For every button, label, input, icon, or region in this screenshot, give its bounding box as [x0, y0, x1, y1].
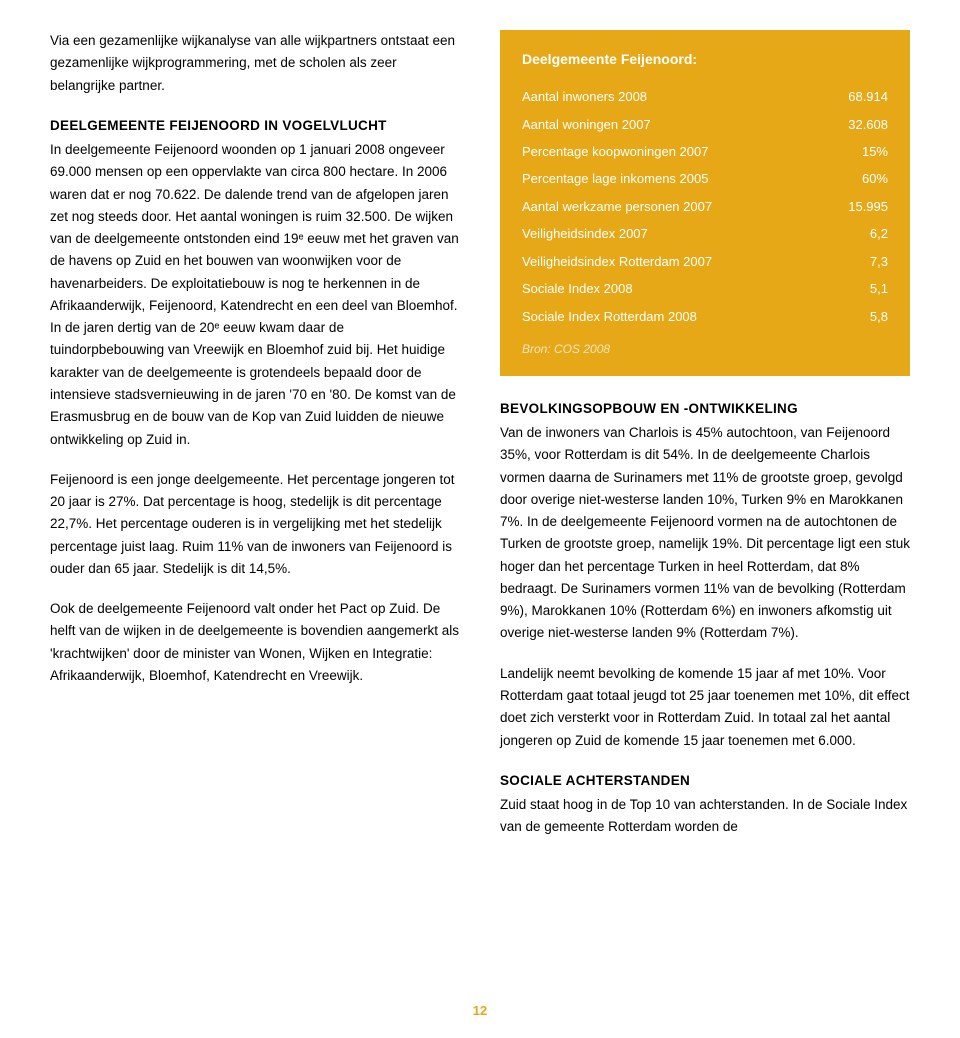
body-paragraph: Van de inwoners van Charlois is 45% auto…: [500, 422, 910, 645]
info-row-label: Aantal werkzame personen 2007: [522, 196, 828, 217]
info-row-value: 15.995: [828, 196, 888, 217]
info-row-value: 32.608: [828, 114, 888, 135]
body-paragraph: Zuid staat hoog in de Top 10 van achters…: [500, 794, 910, 839]
section-heading-bevolking: BEVOLKINGSOPBOUW EN -ONTWIKKELING: [500, 398, 910, 420]
info-box-rows: Aantal inwoners 200868.914Aantal woninge…: [522, 83, 888, 330]
info-row-value: 7,3: [828, 251, 888, 272]
info-row-value: 68.914: [828, 86, 888, 107]
info-row-label: Veiligheidsindex 2007: [522, 223, 828, 244]
left-column: Via een gezamenlijke wijkanalyse van all…: [50, 30, 465, 839]
info-row: Aantal werkzame personen 200715.995: [522, 193, 888, 220]
info-row-label: Sociale Index Rotterdam 2008: [522, 306, 828, 327]
info-row-label: Aantal inwoners 2008: [522, 86, 828, 107]
info-box-source: Bron: COS 2008: [522, 340, 888, 360]
info-row: Veiligheidsindex Rotterdam 20077,3: [522, 248, 888, 275]
info-row-label: Sociale Index 2008: [522, 278, 828, 299]
body-paragraph: In deelgemeente Feijenoord woonden op 1 …: [50, 139, 460, 451]
info-row: Aantal woningen 200732.608: [522, 111, 888, 138]
right-column: Deelgemeente Feijenoord: Aantal inwoners…: [495, 30, 910, 839]
info-row: Aantal inwoners 200868.914: [522, 83, 888, 110]
info-box-feijenoord: Deelgemeente Feijenoord: Aantal inwoners…: [500, 30, 910, 376]
info-box-title: Deelgemeente Feijenoord:: [522, 48, 888, 71]
info-row: Sociale Index 20085,1: [522, 275, 888, 302]
info-row-value: 15%: [828, 141, 888, 162]
body-paragraph: Ook de deelgemeente Feijenoord valt onde…: [50, 598, 460, 687]
info-row-label: Percentage lage inkomens 2005: [522, 168, 828, 189]
info-row-value: 5,8: [828, 306, 888, 327]
info-row-label: Percentage koopwoningen 2007: [522, 141, 828, 162]
info-row-value: 60%: [828, 168, 888, 189]
body-paragraph: Landelijk neemt bevolking de komende 15 …: [500, 663, 910, 752]
info-row: Veiligheidsindex 20076,2: [522, 220, 888, 247]
info-row-value: 6,2: [828, 223, 888, 244]
intro-paragraph: Via een gezamenlijke wijkanalyse van all…: [50, 30, 460, 97]
section-heading-feijenoord: DEELGEMEENTE FEIJENOORD IN VOGELVLUCHT: [50, 115, 460, 137]
section-heading-sociale: SOCIALE ACHTERSTANDEN: [500, 770, 910, 792]
info-row-label: Aantal woningen 2007: [522, 114, 828, 135]
page-number: 12: [0, 1003, 960, 1018]
info-row: Percentage koopwoningen 200715%: [522, 138, 888, 165]
info-row: Sociale Index Rotterdam 20085,8: [522, 303, 888, 330]
info-row-value: 5,1: [828, 278, 888, 299]
page-content: Via een gezamenlijke wijkanalyse van all…: [50, 30, 910, 839]
info-row: Percentage lage inkomens 200560%: [522, 165, 888, 192]
body-paragraph: Feijenoord is een jonge deelgemeente. He…: [50, 469, 460, 580]
info-row-label: Veiligheidsindex Rotterdam 2007: [522, 251, 828, 272]
